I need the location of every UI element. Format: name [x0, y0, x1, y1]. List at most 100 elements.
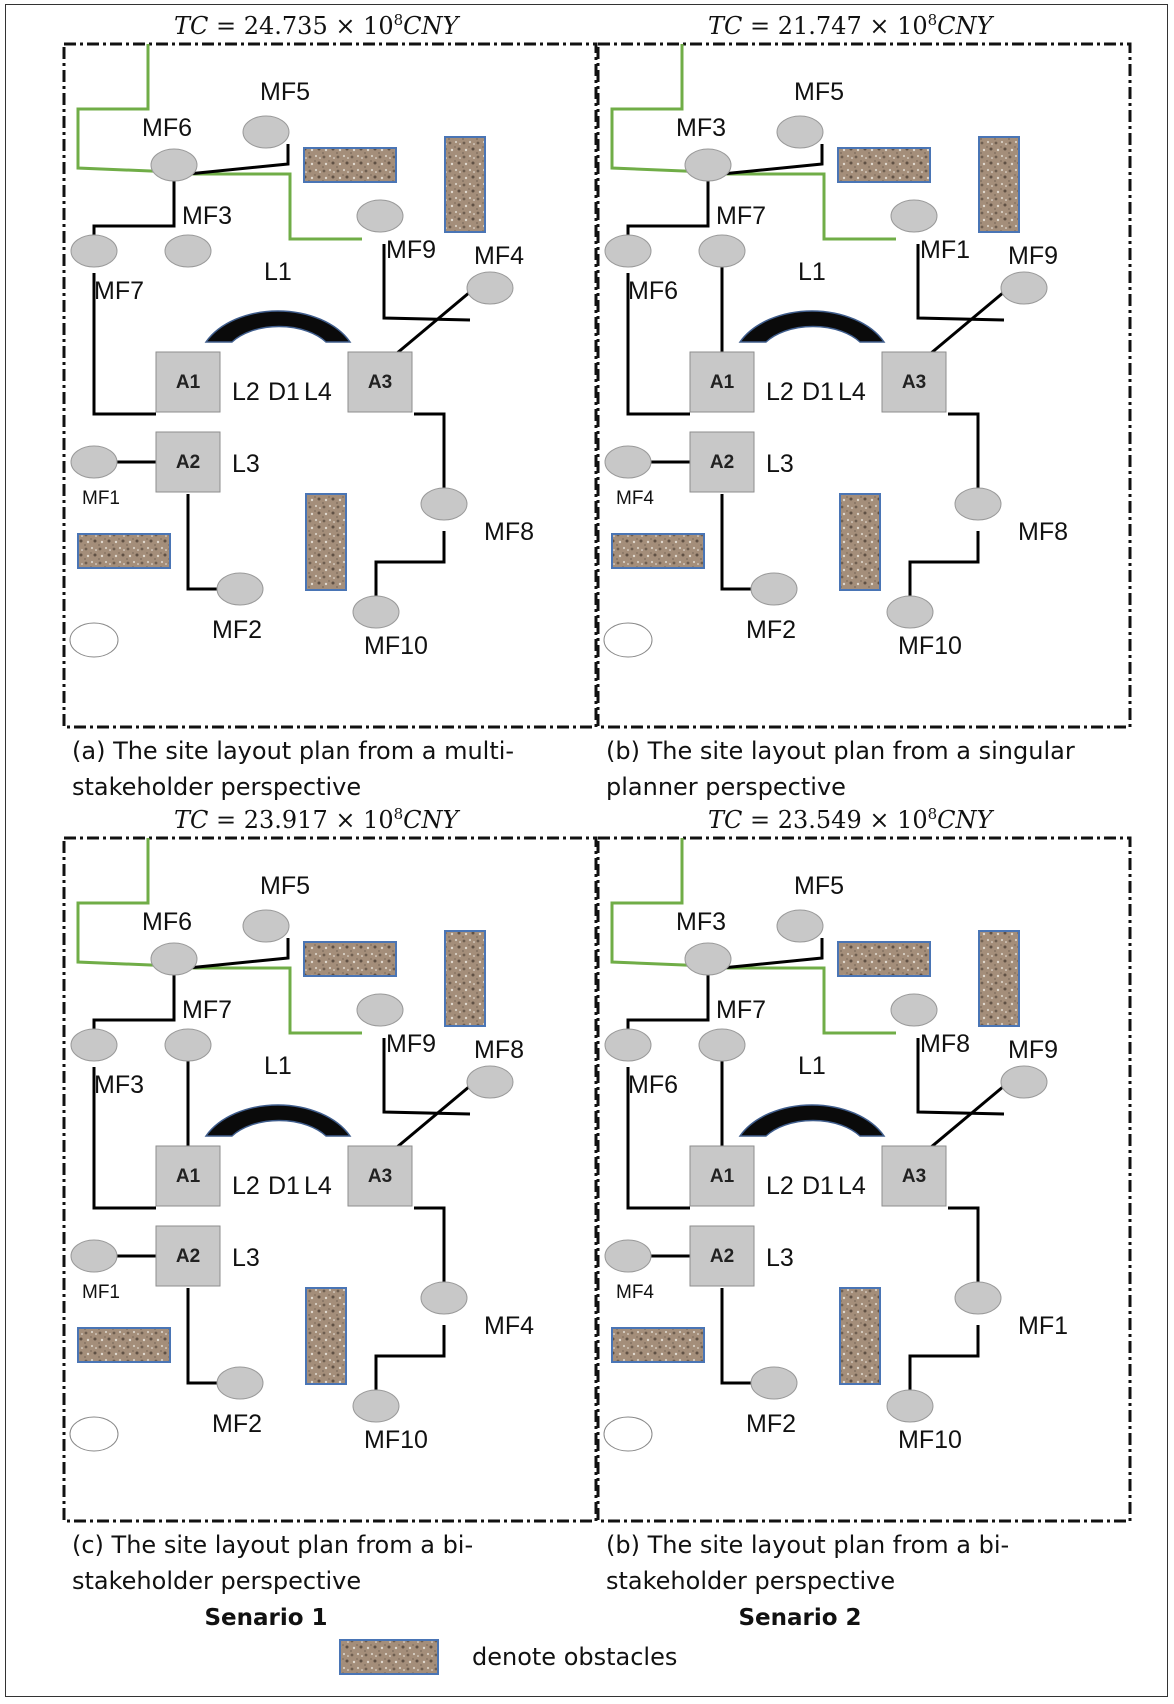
zone-l1: L1	[264, 1052, 292, 1080]
facility	[356, 993, 404, 1027]
facility	[750, 572, 798, 606]
route-mf-top	[721, 938, 824, 970]
zone-l4: L4	[838, 1172, 866, 1200]
facility-empty	[603, 622, 653, 658]
route-right-upper	[382, 1038, 471, 1116]
panel-c: TC = 23.917 × 108CNY A1 A2 A3 MF6 MF5 MF7 MF9 MF…	[62, 805, 598, 1595]
route-far-right	[923, 1084, 1005, 1155]
area-a3-label: A3	[902, 372, 926, 393]
obstacle	[837, 941, 931, 977]
facility	[352, 1389, 400, 1423]
zone-l2: L2	[232, 378, 260, 406]
area-a2-label: A2	[710, 1246, 734, 1267]
area-a3-label: A3	[368, 372, 392, 393]
facility-empty	[69, 622, 119, 658]
facility-label: MF7	[182, 996, 232, 1024]
facility-label: MF3	[94, 1071, 144, 1099]
facility	[604, 445, 652, 479]
door-d1	[738, 310, 886, 343]
zone-l4: L4	[304, 378, 332, 406]
facility-label: MF5	[260, 78, 310, 106]
obstacle	[611, 533, 705, 569]
area-a1: A1	[689, 351, 755, 413]
obstacle	[303, 941, 397, 977]
haul-route-green	[722, 172, 896, 241]
zone-l3: L3	[766, 450, 794, 478]
facility-label: MF4	[616, 488, 654, 509]
zone-l4: L4	[838, 378, 866, 406]
obstacle	[837, 147, 931, 183]
panel-caption-line1: (b) The site layout plan from a bi-	[606, 1531, 1009, 1559]
facility	[150, 942, 198, 976]
route-right-upper	[916, 244, 1005, 322]
area-a3: A3	[881, 1145, 947, 1207]
facility-empty	[69, 1416, 119, 1452]
area-a3-label: A3	[368, 1166, 392, 1187]
facility-label: MF2	[212, 616, 262, 644]
obstacle	[77, 533, 171, 569]
facility	[604, 1239, 652, 1273]
facility	[776, 909, 824, 943]
panel-caption-line1: (c) The site layout plan from a bi-	[72, 1531, 473, 1559]
facility	[604, 234, 652, 268]
door-d1	[204, 310, 352, 343]
zone-l3: L3	[232, 450, 260, 478]
facility-label: MF6	[628, 1071, 678, 1099]
route-left-mid	[626, 273, 690, 416]
area-a1-label: A1	[710, 1166, 735, 1187]
facility	[1000, 271, 1048, 305]
facility-label: MF7	[716, 202, 766, 230]
panel-border	[62, 42, 598, 729]
facility	[70, 1239, 118, 1273]
door-d1	[738, 1104, 886, 1137]
facility-label: MF1	[82, 1282, 120, 1303]
facility	[954, 487, 1002, 521]
area-a1: A1	[155, 1145, 221, 1207]
facility-label: MF10	[898, 1426, 962, 1454]
total-cost-label: TC = 24.735 × 108CNY	[174, 11, 461, 40]
obstacle	[978, 136, 1020, 233]
facility	[150, 148, 198, 182]
route-far-right	[389, 290, 471, 361]
svg-text:TC = 23.549 × 108CNY: TC = 23.549 × 108CNY	[708, 805, 995, 834]
facility	[954, 1281, 1002, 1315]
obstacle	[444, 930, 486, 1027]
facility	[886, 1389, 934, 1423]
obstacle	[839, 1287, 881, 1385]
area-a3: A3	[881, 351, 947, 413]
facility-label: MF6	[142, 114, 192, 142]
panel-caption-line2: stakeholder perspective	[72, 773, 361, 801]
facility-label: MF9	[386, 1030, 436, 1058]
gate-route	[610, 44, 709, 174]
door-label: D1	[268, 1172, 300, 1200]
facility-label: MF8	[920, 1030, 970, 1058]
facility	[70, 445, 118, 479]
zone-l3: L3	[232, 1244, 260, 1272]
facility-label: MF1	[1018, 1312, 1068, 1340]
haul-route-green	[188, 966, 362, 1035]
facility-label: MF5	[260, 872, 310, 900]
zone-l1: L1	[798, 1052, 826, 1080]
route-far-right	[923, 290, 1005, 361]
route-bottom-right	[908, 531, 980, 600]
facility-label: MF8	[474, 1036, 524, 1064]
svg-text:TC = 23.917 × 108CNY: TC = 23.917 × 108CNY	[174, 805, 461, 834]
area-a1: A1	[689, 1145, 755, 1207]
facility	[164, 1028, 212, 1062]
route-right-lower	[414, 412, 446, 514]
area-a2-label: A2	[710, 452, 734, 473]
facility-label: MF4	[616, 1282, 654, 1303]
facility-label: MF8	[1018, 518, 1068, 546]
facility	[242, 115, 290, 149]
area-a2: A2	[155, 1225, 221, 1287]
facility	[216, 1366, 264, 1400]
area-a1-label: A1	[710, 372, 735, 393]
route-right-upper	[382, 244, 471, 322]
route-bottom-left	[720, 1288, 756, 1385]
obstacle	[77, 1327, 171, 1363]
facility-label: MF9	[1008, 242, 1058, 270]
panel-d: TC = 23.549 × 108CNY A1 A2 A3 MF3 MF5 MF7 MF8 MF…	[596, 805, 1132, 1595]
facility-label: MF5	[794, 872, 844, 900]
legend-obstacle-swatch	[339, 1639, 439, 1675]
facility	[466, 271, 514, 305]
